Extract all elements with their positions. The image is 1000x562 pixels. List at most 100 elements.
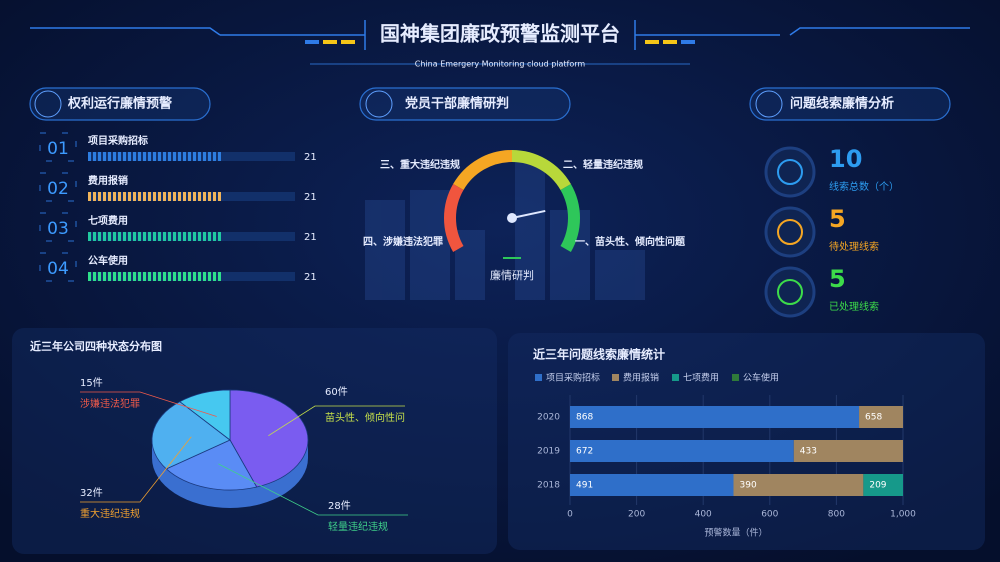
chart-title: 近三年问题线索廉情统计	[533, 347, 665, 362]
legend-swatch	[612, 374, 619, 381]
deco	[305, 40, 319, 44]
panel-title: 权利运行廉情预警	[67, 96, 172, 112]
bar-track	[88, 272, 295, 281]
bar-value-label: 209	[869, 481, 886, 491]
pie-category-label: 苗头性、倾向性问	[325, 411, 405, 424]
index-box	[39, 132, 77, 162]
gauge-segment	[453, 150, 513, 191]
stat-value: 5	[829, 205, 846, 233]
legend-swatch	[732, 374, 739, 381]
y-tick-label: 2020	[537, 413, 560, 423]
x-tick-label: 1,000	[890, 510, 916, 520]
stat-icon	[764, 146, 816, 198]
stat-label: 线索总数（个）	[829, 180, 899, 193]
panel-title: 问题线索廉情分析	[790, 96, 894, 112]
icon	[755, 90, 783, 118]
gauge-segment	[444, 184, 464, 252]
legend-label: 项目采购招标	[546, 372, 600, 384]
index: 04	[47, 259, 69, 279]
deco	[681, 40, 695, 44]
item-label: 项目采购招标	[88, 134, 148, 147]
pie-value-label: 28件	[328, 500, 351, 512]
pie-value-label: 60件	[325, 386, 348, 398]
item-value: 21	[304, 152, 317, 163]
deco	[645, 40, 659, 44]
leader-line	[80, 436, 192, 503]
item-label: 公车使用	[88, 254, 128, 267]
panel-header	[359, 87, 571, 121]
stat-label: 待处理线索	[829, 240, 879, 253]
bar-track	[88, 232, 295, 241]
bar-segment	[863, 474, 903, 496]
x-axis-title: 预警数量（件）	[704, 527, 767, 539]
stat-label: 已处理线索	[829, 300, 879, 313]
bar-segment	[570, 474, 734, 496]
bar-value-label: 868	[576, 413, 593, 423]
index: 01	[47, 139, 69, 159]
gauge-segment-label: 四、涉嫌违法犯罪	[363, 235, 443, 248]
index: 02	[47, 179, 69, 199]
legend-label: 费用报销	[623, 372, 659, 384]
legend-swatch	[535, 374, 542, 381]
leader-line	[218, 463, 408, 516]
gauge-label: 廉情研判	[490, 268, 534, 282]
deco	[663, 40, 677, 44]
pie-slice	[165, 439, 258, 491]
bar-segment	[570, 440, 794, 462]
stat-value: 10	[829, 145, 862, 173]
pie-slice	[229, 389, 309, 488]
stat-icon	[764, 266, 816, 318]
gauge-segment-label: 二、轻量违纪违规	[563, 158, 643, 171]
item-value: 21	[304, 192, 317, 203]
deco	[341, 40, 355, 44]
item-value: 21	[304, 232, 317, 243]
gauge-hub	[507, 213, 517, 223]
x-tick-label: 0	[567, 510, 573, 520]
bar-value-label: 433	[800, 447, 817, 457]
y-tick-label: 2019	[537, 447, 560, 457]
gauge-segment-label: 三、重大违纪违规	[380, 158, 460, 171]
gauge-needle	[511, 209, 546, 219]
leader-line	[80, 391, 217, 417]
header-frame	[30, 20, 970, 65]
panel-header	[29, 87, 211, 121]
y-tick-label: 2018	[537, 481, 560, 491]
x-tick-label: 400	[695, 510, 712, 520]
index-box	[39, 212, 77, 242]
x-tick-label: 600	[761, 510, 778, 520]
bar-segment	[733, 474, 864, 496]
bar-segment	[793, 440, 903, 462]
pie-value-label: 32件	[80, 487, 103, 499]
bar-value-label: 658	[865, 413, 882, 423]
item-label: 七项费用	[88, 214, 128, 227]
index-box	[39, 172, 77, 202]
pie-category-label: 涉嫌违法犯罪	[80, 397, 140, 410]
pie-slice	[151, 401, 231, 470]
gauge-segment	[560, 184, 580, 252]
pie-category-label: 轻量违纪违规	[328, 520, 388, 533]
panel-title: 党员干部廉情研判	[405, 96, 509, 112]
stat-icon	[764, 206, 816, 258]
pie-slice	[179, 389, 231, 441]
stat-icon-inner	[777, 219, 803, 245]
pie-value-label: 15件	[80, 377, 103, 389]
stat-icon-inner	[777, 279, 803, 305]
legend-label: 七项费用	[683, 372, 719, 384]
x-tick-label: 200	[628, 510, 645, 520]
item-value: 21	[304, 272, 317, 283]
gauge-segment-label: 一、苗头性、倾向性问题	[575, 235, 686, 248]
legend-label: 公车使用	[743, 372, 779, 384]
x-tick-label: 800	[828, 510, 845, 520]
bar-segment	[570, 406, 860, 428]
stat-icon-inner	[777, 159, 803, 185]
bar-track	[88, 152, 295, 161]
chart-title: 近三年公司四种状态分布图	[30, 339, 162, 353]
stat-value: 5	[829, 265, 846, 293]
icon	[34, 90, 62, 118]
legend-swatch	[672, 374, 679, 381]
index-box	[39, 252, 77, 282]
page-subtitle: China Emergery Monitoring cloud platform	[415, 60, 586, 69]
item-label: 费用报销	[88, 174, 128, 187]
index: 03	[47, 219, 69, 239]
